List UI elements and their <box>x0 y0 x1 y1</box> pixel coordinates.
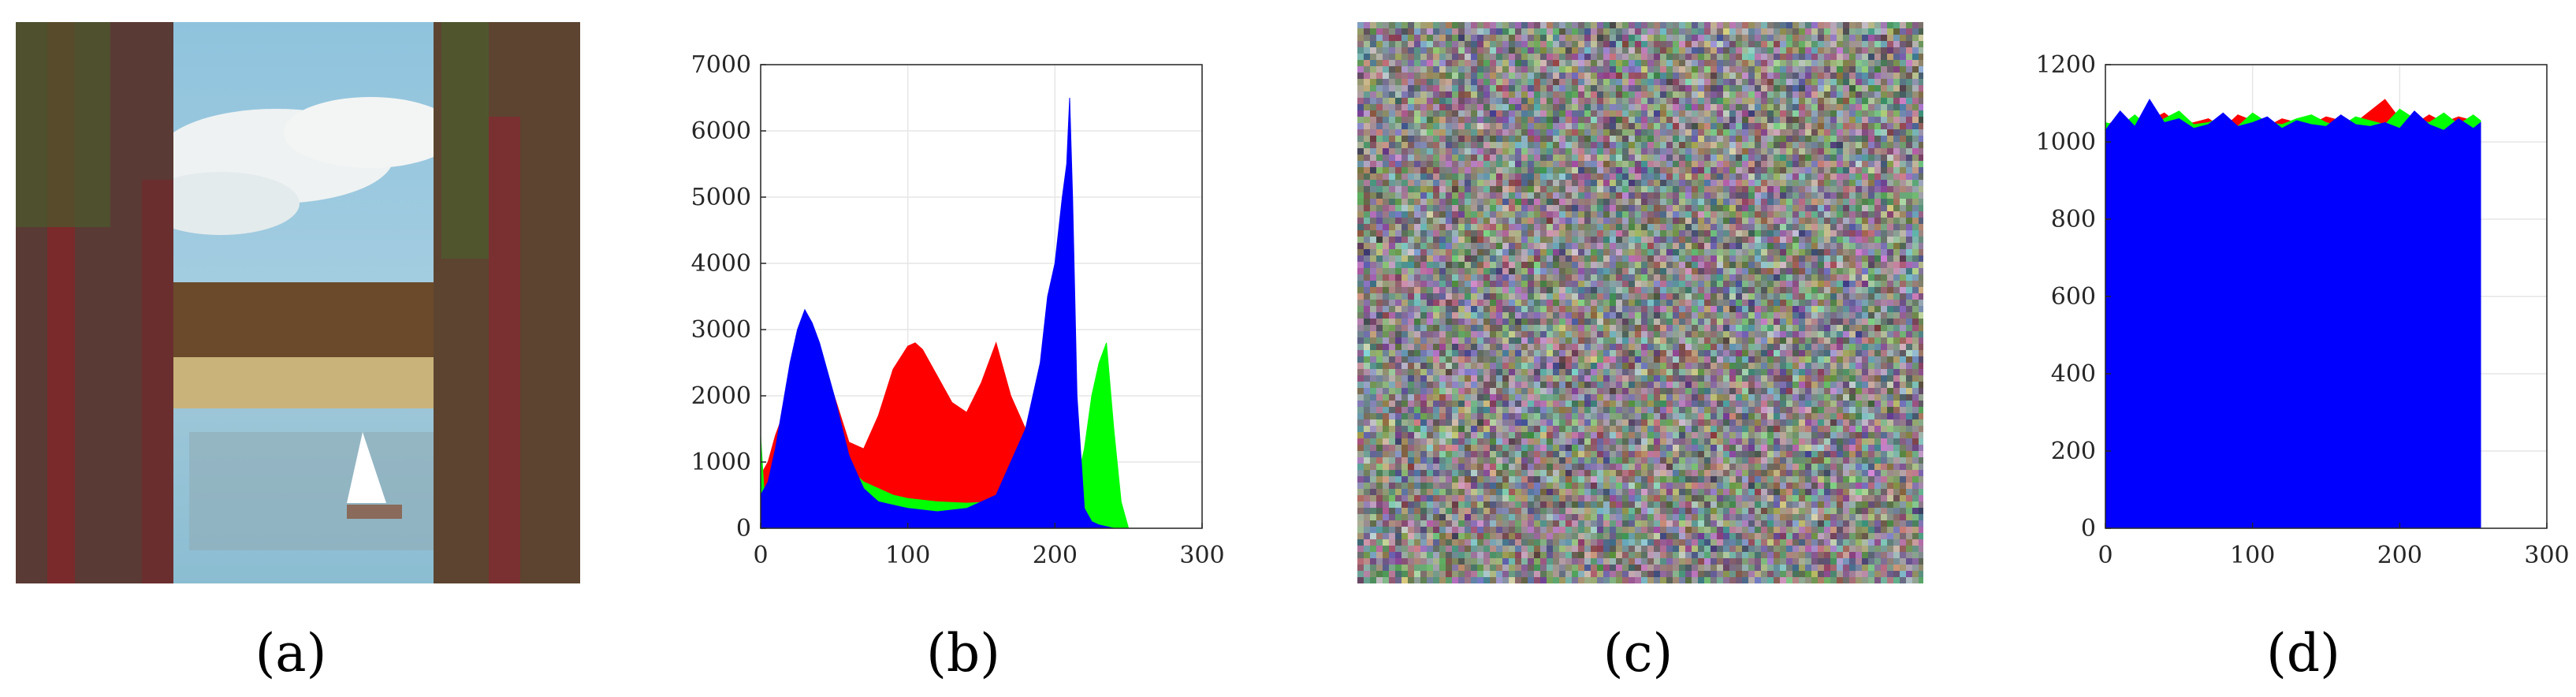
hist-b-ytick-label-3: 3000 <box>691 316 751 344</box>
encrypted-histogram-svg: 0 100 200 300 0 200 400 600 800 1000 1200 <box>2036 51 2570 569</box>
hist-d-xtick-label-0: 0 <box>2098 542 2113 569</box>
caption-b: (b) <box>926 623 1000 684</box>
hist-d-ytick-label-3: 600 <box>2051 283 2096 311</box>
hist-d-ytick-label-6: 1200 <box>2036 51 2096 79</box>
lake-landscape-picture <box>16 22 580 583</box>
caption-d: (d) <box>2266 623 2340 684</box>
encrypted-noise-image <box>1357 22 1925 583</box>
caption-a: (a) <box>255 623 327 684</box>
hist-b-series-2-area <box>760 97 1136 529</box>
hist-b-ytick-label-4: 4000 <box>691 250 751 278</box>
lake-landscape-image <box>16 22 580 583</box>
hist-b-xtick-label-2: 200 <box>1033 542 1078 569</box>
original-histogram-chart: 0 100 200 300 0 1000 2000 3000 4000 5000 6000 7000 <box>678 47 1230 587</box>
hist-b-ytick-label-0: 0 <box>736 515 751 542</box>
hist-d-ytick-label-0: 0 <box>2081 515 2096 542</box>
hist-b-ytick-label-5: 5000 <box>691 184 751 211</box>
hist-d-ytick-label-5: 1000 <box>2036 129 2096 156</box>
encrypted-histogram-chart: 0 100 200 300 0 200 400 600 800 1000 1200 <box>2023 47 2574 587</box>
hist-d-xtick-label-2: 200 <box>2377 542 2422 569</box>
hist-b-xtick-label-1: 100 <box>885 542 930 569</box>
hist-b-ytick-label-6: 6000 <box>691 117 751 145</box>
hist-b-xtick-label-3: 300 <box>1179 542 1224 569</box>
hist-b-xtick-label-0: 0 <box>753 542 768 569</box>
hist-d-ytick-label-1: 200 <box>2051 438 2096 465</box>
hist-d-series-2-area <box>2105 99 2481 529</box>
hist-d-ytick-label-2: 400 <box>2051 360 2096 388</box>
caption-c: (c) <box>1603 623 1673 684</box>
noise-pixels <box>1357 22 1925 583</box>
hist-d-xtick-label-1: 100 <box>2230 542 2275 569</box>
hist-b-ytick-label-7: 7000 <box>691 51 751 79</box>
hist-d-xtick-label-3: 300 <box>2524 542 2569 569</box>
encrypted-noise-picture <box>1357 22 1925 583</box>
hist-b-axes-box <box>760 64 1203 529</box>
hist-b-ytick-label-1: 1000 <box>691 449 751 476</box>
hist-b-ytick-label-2: 2000 <box>691 382 751 410</box>
hist-d-ytick-label-4: 800 <box>2051 206 2096 233</box>
